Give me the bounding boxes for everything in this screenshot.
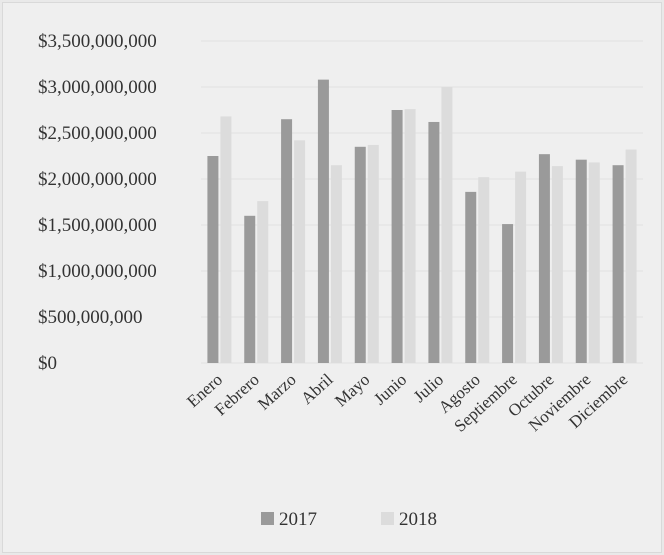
bar-2018-julio [441,87,453,363]
y-tick-label: $1,000,000,000 [38,261,157,282]
bar-2017-agosto [465,191,477,363]
bar-2018-octubre [551,166,563,363]
legend-swatch-2018 [381,512,394,525]
bar-2017-noviembre [575,159,587,363]
bar-2018-mayo [367,144,379,363]
bar-2017-marzo [281,119,293,363]
x-category-label: Mayo [331,370,373,411]
y-tick-label: $3,000,000,000 [38,77,157,98]
bar-2018-febrero [257,201,269,363]
bar-2017-octubre [538,154,550,363]
grid-lines [201,40,643,364]
bar-2017-julio [428,121,440,364]
legend-label-2018: 2018 [399,509,437,530]
y-tick-label: $0 [38,353,57,374]
bar-2018-septiembre [515,171,527,363]
y-tick-label: $2,500,000,000 [38,123,157,144]
bar-2017-enero [207,156,219,363]
bar-2018-noviembre [588,162,600,363]
bar-2018-marzo [294,140,306,363]
bar-series [207,79,637,364]
x-category-label: Marzo [254,370,300,414]
bar-2017-abril [317,79,329,363]
bar-2018-abril [330,165,342,363]
y-tick-label: $2,000,000,000 [38,169,157,190]
bar-2017-septiembre [502,224,514,363]
legend-label-2017: 2017 [279,509,317,530]
bar-2017-mayo [354,146,366,363]
bar-2017-junio [391,110,403,363]
bar-2017-febrero [244,215,256,363]
legend-swatch-2017 [261,512,274,525]
y-tick-label: $500,000,000 [38,307,143,328]
bar-2017-diciembre [612,165,624,363]
x-category-label: Junio [370,370,410,409]
x-category-label: Abril [297,370,337,408]
y-tick-label: $1,500,000,000 [38,215,157,236]
bar-2018-enero [220,116,232,363]
legend: 2017 2018 [261,509,437,530]
y-tick-label: $3,500,000,000 [38,31,157,52]
bar-2018-agosto [478,177,490,363]
bar-2018-diciembre [625,149,637,363]
y-axis-tick-labels: $0 $500,000,000 $1,000,000,000 $1,500,000,0… [38,31,157,374]
bar-chart: $0 $500,000,000 $1,000,000,000 $1,500,000,0… [38,31,643,530]
bar-2018-junio [404,109,416,363]
